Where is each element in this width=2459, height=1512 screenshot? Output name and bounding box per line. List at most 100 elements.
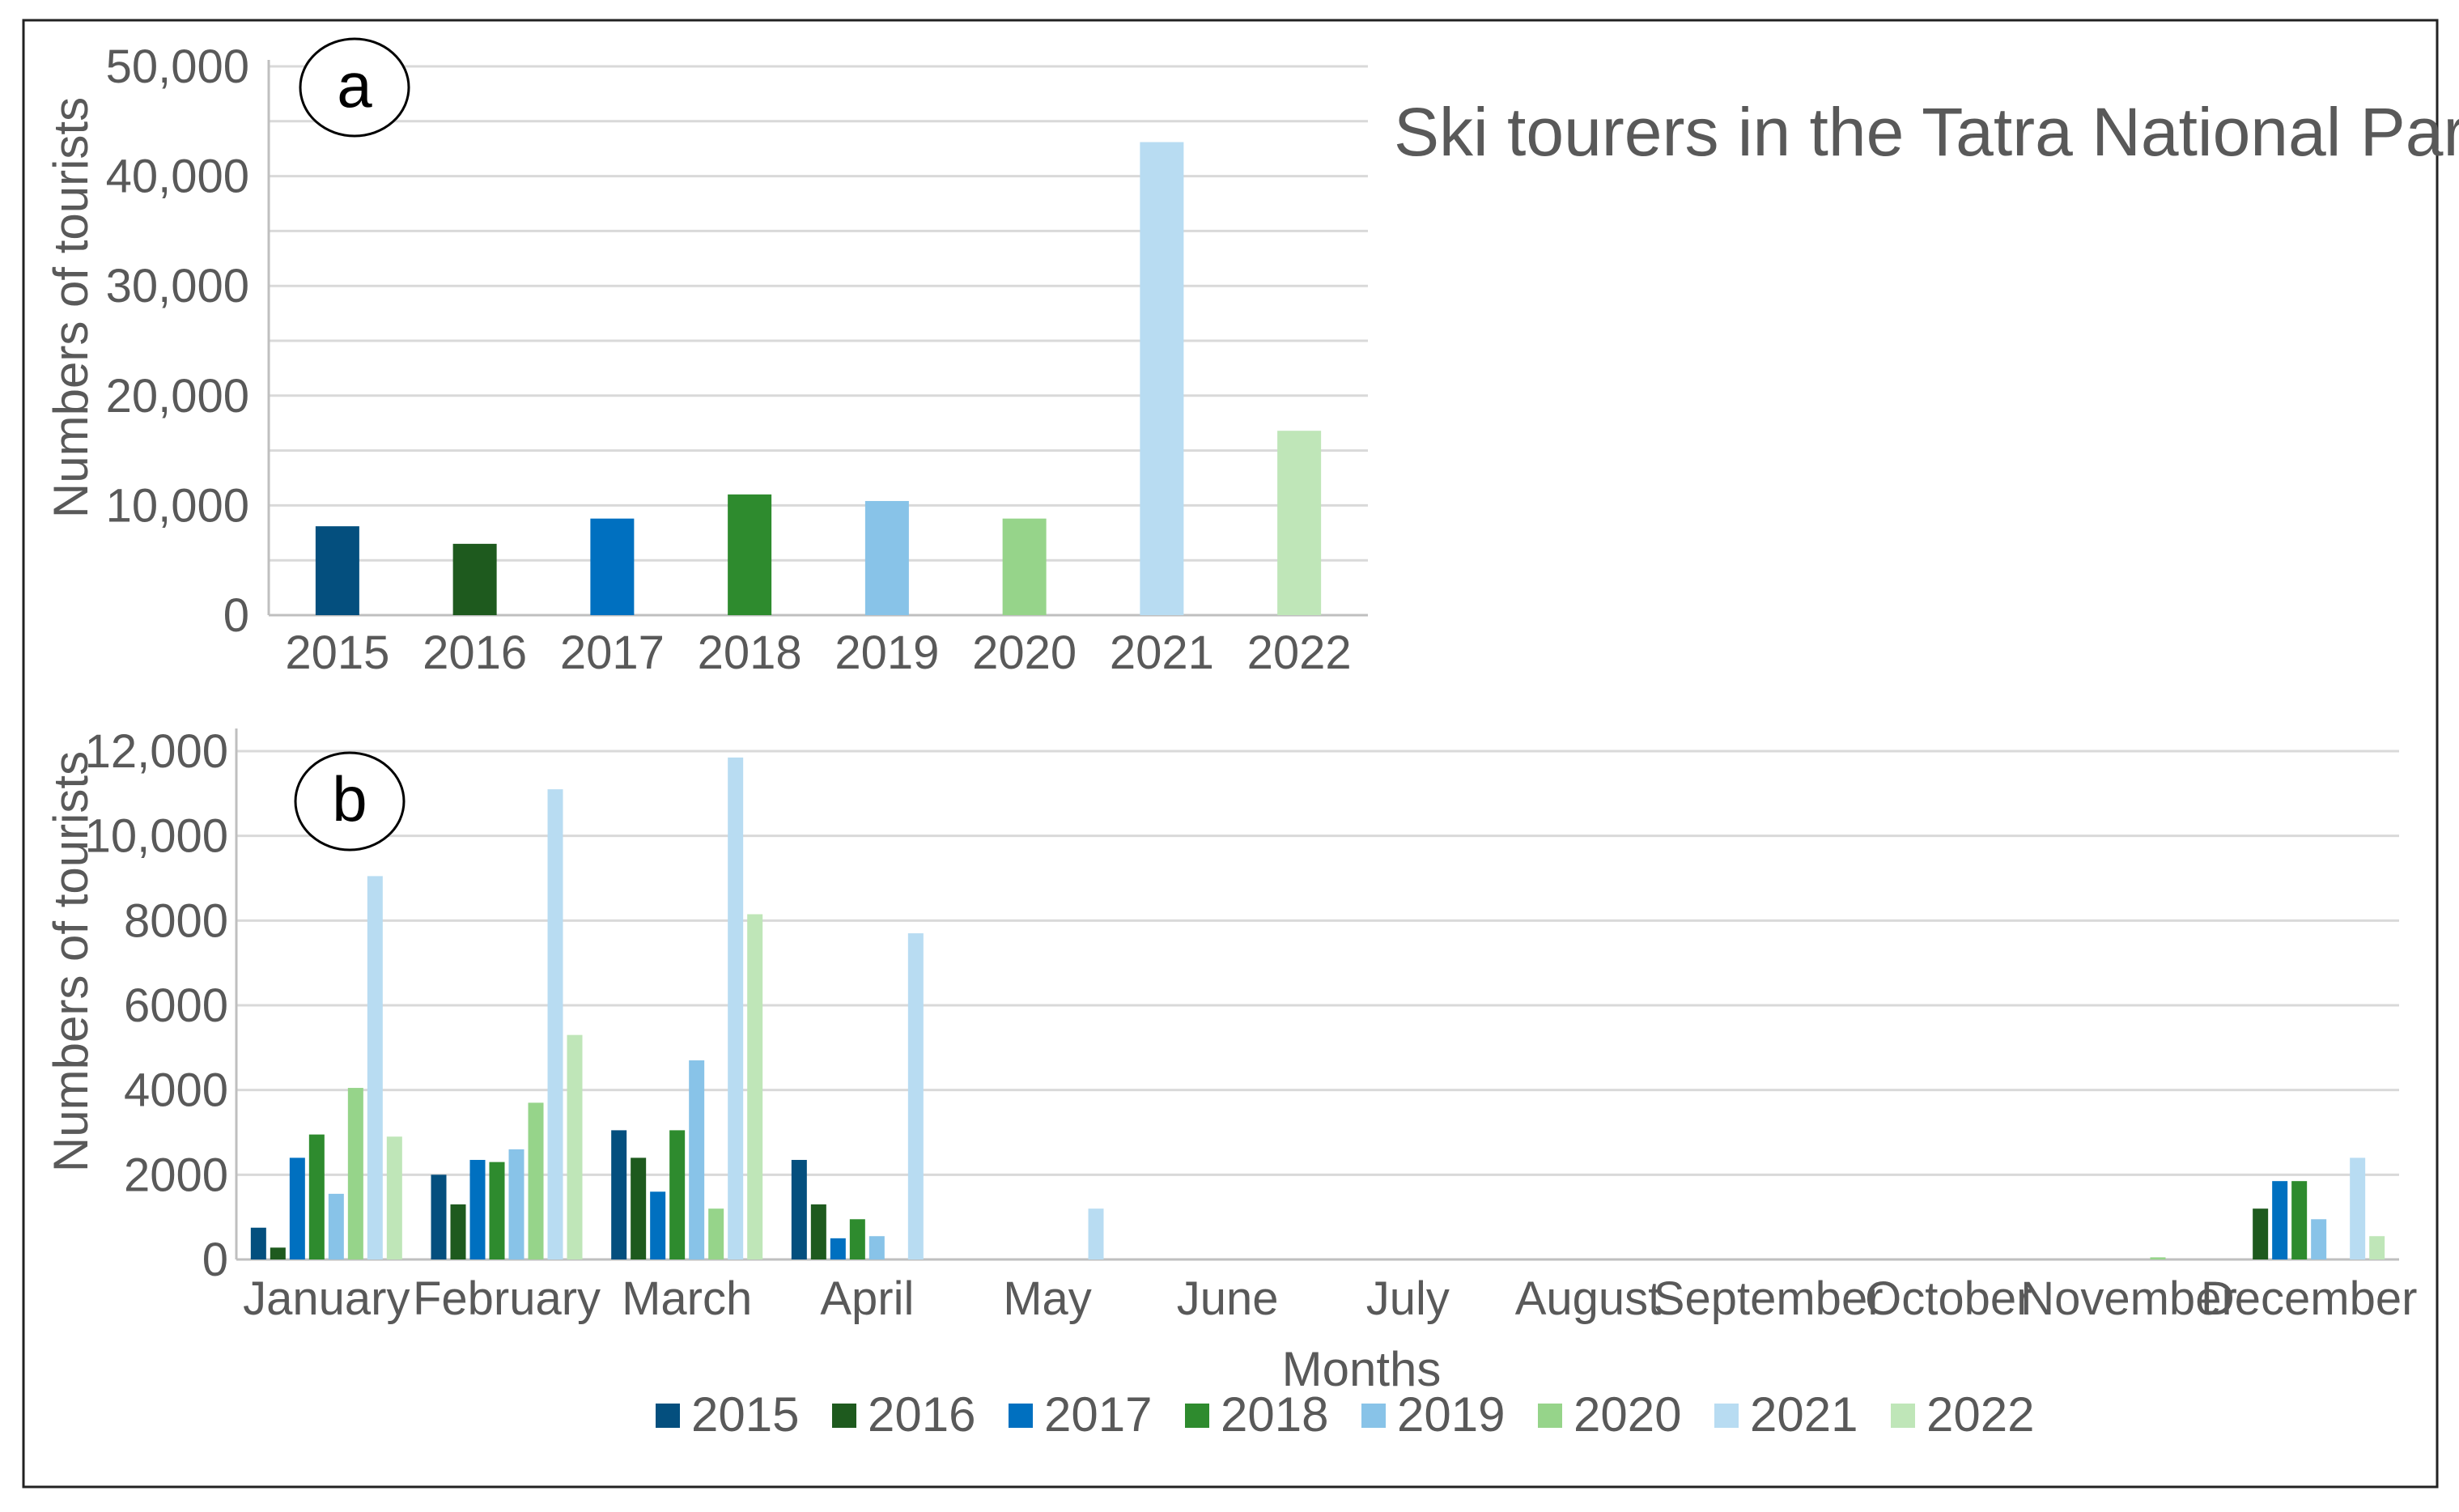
bar-december-2021 [2350, 1157, 2366, 1259]
legend-item-2019: 2019 [1361, 1387, 1505, 1442]
bar-2020 [1002, 518, 1047, 615]
legend-label: 2018 [1221, 1387, 1328, 1442]
legend-label: 2017 [1044, 1387, 1152, 1442]
bar-april-2019 [869, 1236, 885, 1259]
x-tick-label: 2019 [835, 626, 939, 679]
panel-a-badge-label: a [337, 49, 372, 121]
bar-december-2017 [2272, 1181, 2288, 1259]
bar-march-2022 [747, 914, 763, 1259]
bar-february-2015 [431, 1174, 447, 1259]
legend-swatch [1361, 1404, 1386, 1428]
legend-swatch [1714, 1404, 1739, 1428]
legend-swatch [1538, 1404, 1562, 1428]
legend-item-2018: 2018 [1185, 1387, 1328, 1442]
legend-swatch [832, 1404, 856, 1428]
bar-february-2016 [450, 1204, 466, 1259]
y-tick-label: 10,000 [106, 479, 249, 532]
legend-swatch [1009, 1404, 1033, 1428]
bar-january-2018 [308, 1134, 325, 1259]
bar-february-2019 [508, 1149, 525, 1259]
legend-item-2022: 2022 [1891, 1387, 2034, 1442]
figure-border [22, 19, 2439, 1489]
panel-b-chart: 0 2000 4000 6000 8000 10,000 12,000 January Feb… [44, 725, 2417, 1442]
x-tick-label: 2021 [1110, 626, 1214, 679]
bar-january-2021 [367, 876, 383, 1259]
y-tick-label: 10,000 [85, 810, 228, 863]
bar-december-2018 [2291, 1181, 2308, 1259]
bar-january-2017 [289, 1157, 305, 1259]
x-tick-label: 2022 [1247, 626, 1352, 679]
figure-title: Ski tourers in the Tatra National Park [1394, 94, 2459, 170]
bar-february-2017 [469, 1160, 486, 1259]
bar-april-2021 [907, 933, 924, 1259]
y-tick-label: 40,000 [106, 151, 249, 203]
x-tick-label: June [1177, 1272, 1279, 1325]
panel-b-bars [250, 757, 2385, 1259]
bar-april-2015 [791, 1160, 807, 1259]
bar-2022 [1277, 431, 1322, 615]
legend-label: 2020 [1574, 1387, 1681, 1442]
legend-item-2021: 2021 [1714, 1387, 1858, 1442]
bar-march-2017 [650, 1191, 666, 1259]
y-tick-label: 8000 [124, 894, 228, 947]
legend-item-2016: 2016 [832, 1387, 975, 1442]
bar-december-2019 [2311, 1219, 2327, 1259]
bar-2016 [452, 543, 497, 615]
y-tick-label: 2000 [124, 1149, 228, 1201]
legend-label: 2021 [1750, 1387, 1858, 1442]
panel-a-y-axis-label: Numbers of tourists [44, 97, 98, 518]
legend-label: 2016 [868, 1387, 975, 1442]
panel-b-legend: 2015 2016 2017 2018 2019 2020 2021 2022 [656, 1387, 2034, 1442]
panel-b-x-tick-labels: January February March April May June July Augu… [243, 1272, 2417, 1325]
y-tick-label: 0 [223, 589, 249, 642]
x-tick-label: 2020 [972, 626, 1077, 679]
x-tick-label: October [1865, 1272, 2032, 1325]
panel-a-bars [315, 142, 1322, 616]
legend-item-2015: 2015 [656, 1387, 799, 1442]
bar-february-2020 [528, 1102, 544, 1259]
bar-2015 [315, 526, 359, 615]
bar-april-2016 [810, 1204, 826, 1259]
bar-2019 [864, 500, 909, 615]
legend-item-2020: 2020 [1538, 1387, 1681, 1442]
bar-2018 [728, 494, 772, 615]
y-tick-label: 0 [202, 1234, 228, 1286]
x-tick-label: December [2201, 1272, 2418, 1325]
panel-a-badge: a [299, 37, 410, 138]
y-tick-label: 4000 [124, 1064, 228, 1117]
panel-b-badge: b [294, 751, 406, 852]
bar-february-2021 [547, 789, 563, 1259]
bar-february-2018 [489, 1162, 505, 1259]
y-tick-label: 12,000 [85, 725, 228, 778]
bar-january-2022 [386, 1136, 402, 1259]
x-tick-label: November [2020, 1272, 2237, 1325]
panel-a-y-tick-labels: 0 10,000 20,000 30,000 40,000 50,000 [106, 40, 249, 642]
bar-february-2022 [567, 1034, 583, 1259]
bar-december-2016 [2253, 1208, 2269, 1259]
panel-b-y-axis-label: Numbers of tourists [44, 751, 98, 1172]
panel-b-x-axis-label: Months [1282, 1342, 1442, 1396]
legend-item-2017: 2017 [1009, 1387, 1152, 1442]
panel-a-x-tick-labels: 2015 2016 2017 2018 2019 2020 2021 2022 [285, 626, 1351, 679]
x-tick-label: 2018 [698, 626, 802, 679]
bar-january-2019 [328, 1193, 344, 1259]
y-tick-label: 50,000 [106, 40, 249, 93]
panel-b-badge-label: b [332, 763, 367, 835]
x-tick-label: August [1515, 1272, 1662, 1325]
x-tick-label: March [622, 1272, 752, 1325]
legend-label: 2022 [1926, 1387, 2034, 1442]
bar-january-2020 [347, 1088, 363, 1259]
x-tick-label: May [1003, 1272, 1092, 1325]
bar-march-2021 [728, 757, 744, 1259]
bar-april-2018 [849, 1219, 865, 1259]
x-tick-label: April [820, 1272, 914, 1325]
x-tick-label: July [1366, 1272, 1450, 1325]
x-tick-label: 2016 [423, 626, 527, 679]
y-tick-label: 6000 [124, 979, 228, 1032]
x-tick-label: January [243, 1272, 410, 1325]
legend-label: 2019 [1397, 1387, 1505, 1442]
bar-2021 [1140, 142, 1184, 616]
bar-december-2022 [2369, 1236, 2385, 1259]
x-tick-label: February [413, 1272, 601, 1325]
